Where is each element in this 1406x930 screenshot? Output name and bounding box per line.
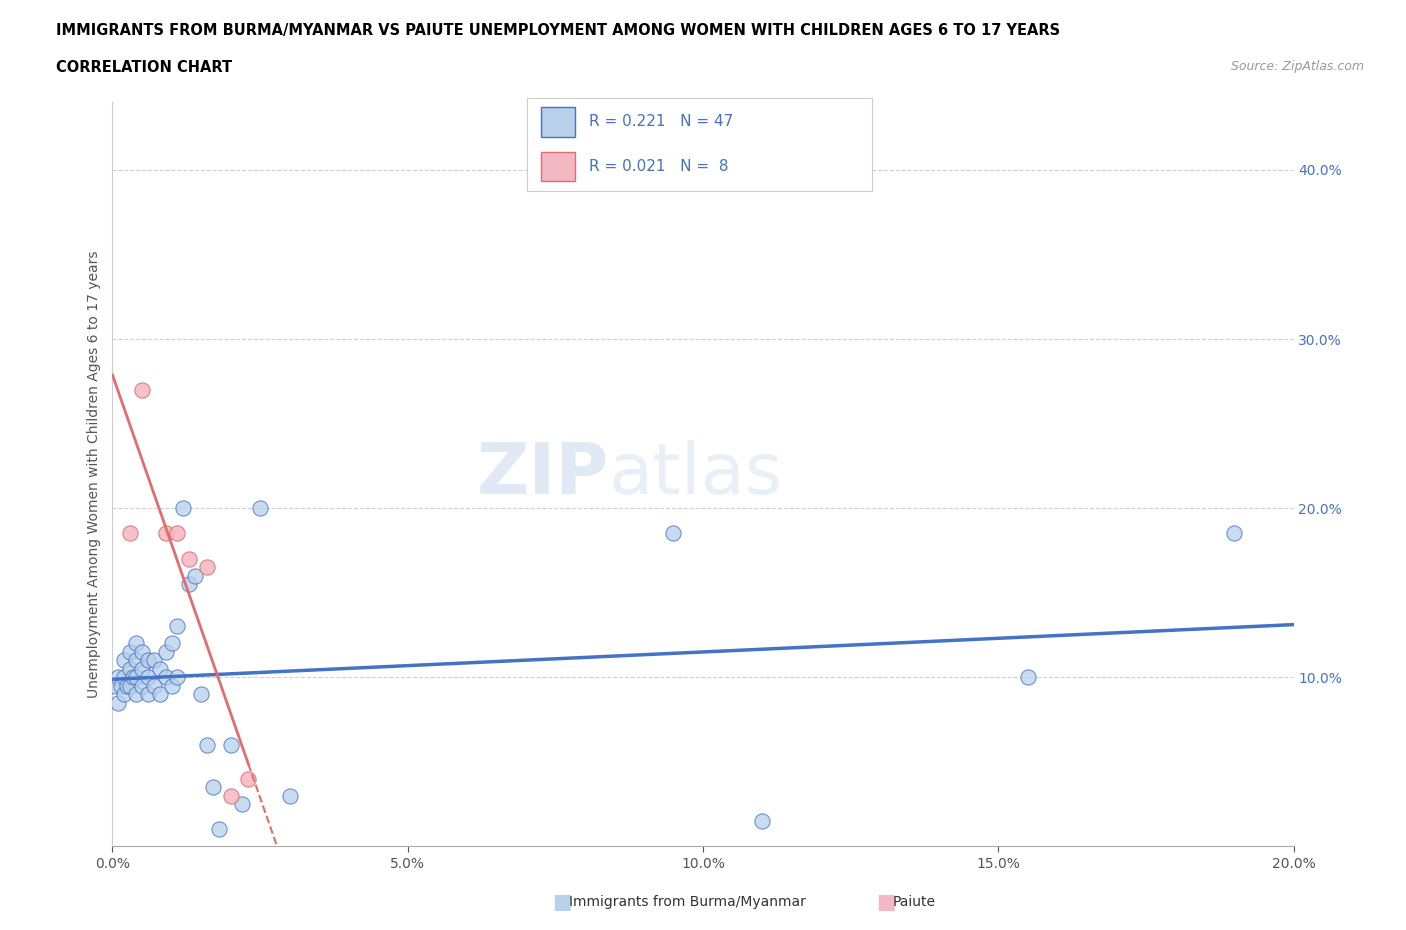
Point: [122, 670, 145, 684]
Point: [179, 577, 201, 591]
Point: [238, 771, 260, 786]
Point: [136, 670, 159, 684]
FancyBboxPatch shape: [541, 107, 575, 137]
Point: [112, 686, 135, 701]
Text: Source: ZipAtlas.com: Source: ZipAtlas.com: [1230, 60, 1364, 73]
Point: [120, 526, 142, 541]
Text: atlas: atlas: [609, 440, 783, 509]
Point: [120, 678, 142, 693]
Point: [219, 737, 242, 752]
Point: [110, 678, 132, 693]
Point: [142, 678, 165, 693]
Point: [195, 560, 218, 575]
Point: [117, 678, 138, 693]
Point: [1017, 670, 1039, 684]
Text: IMMIGRANTS FROM BURMA/MYANMAR VS PAIUTE UNEMPLOYMENT AMONG WOMEN WITH CHILDREN A: IMMIGRANTS FROM BURMA/MYANMAR VS PAIUTE …: [56, 23, 1060, 38]
Point: [208, 822, 231, 837]
Point: [155, 526, 177, 541]
Point: [131, 661, 153, 676]
Point: [104, 678, 127, 693]
Point: [278, 788, 301, 803]
Point: [166, 619, 188, 634]
Point: [120, 644, 142, 659]
Point: [142, 653, 165, 668]
Text: CORRELATION CHART: CORRELATION CHART: [56, 60, 232, 75]
Point: [166, 670, 188, 684]
Point: [166, 526, 188, 541]
Point: [751, 814, 773, 829]
Point: [149, 686, 172, 701]
Point: [195, 737, 218, 752]
Point: [149, 661, 172, 676]
Point: [107, 695, 129, 710]
Point: [160, 678, 183, 693]
Point: [160, 636, 183, 651]
Point: [662, 526, 685, 541]
Point: [136, 653, 159, 668]
Text: R = 0.221   N = 47: R = 0.221 N = 47: [589, 114, 734, 129]
Point: [201, 779, 224, 794]
Point: [112, 670, 135, 684]
Text: R = 0.021   N =  8: R = 0.021 N = 8: [589, 159, 728, 174]
Point: [120, 661, 142, 676]
Point: [131, 644, 153, 659]
Text: ■: ■: [553, 892, 572, 912]
Point: [125, 686, 148, 701]
Point: [131, 382, 153, 397]
Y-axis label: Unemployment Among Women with Children Ages 6 to 17 years: Unemployment Among Women with Children A…: [87, 250, 101, 698]
Point: [131, 678, 153, 693]
Point: [125, 670, 148, 684]
Point: [184, 568, 207, 583]
Point: [112, 653, 135, 668]
Point: [155, 670, 177, 684]
Point: [179, 551, 201, 566]
Point: [249, 500, 271, 515]
Point: [190, 686, 212, 701]
Text: ZIP: ZIP: [477, 440, 609, 509]
Point: [231, 797, 253, 812]
Point: [1223, 526, 1246, 541]
Point: [219, 788, 242, 803]
FancyBboxPatch shape: [541, 152, 575, 181]
Point: [125, 636, 148, 651]
Point: [136, 686, 159, 701]
Text: ■: ■: [876, 892, 896, 912]
Text: Immigrants from Burma/Myanmar: Immigrants from Burma/Myanmar: [569, 895, 806, 910]
Point: [107, 670, 129, 684]
Point: [172, 500, 194, 515]
Text: Paiute: Paiute: [893, 895, 936, 910]
Point: [155, 644, 177, 659]
Point: [125, 653, 148, 668]
